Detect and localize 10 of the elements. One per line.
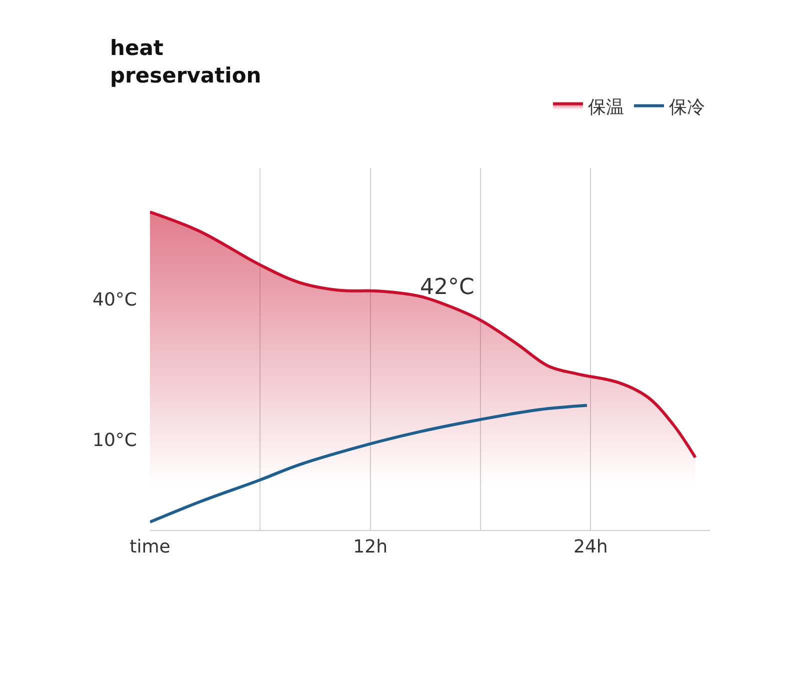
x-tick-label: time bbox=[130, 536, 170, 558]
x-tick-label: 12h bbox=[353, 536, 388, 558]
legend-label: 保温 bbox=[588, 96, 624, 118]
legend-label: 保冷 bbox=[669, 96, 705, 118]
y-tick-label: 10°C bbox=[92, 430, 137, 451]
chart-title: heat preservation bbox=[110, 36, 262, 88]
y-tick-label: 40°C bbox=[92, 289, 137, 310]
x-tick-label: 24h bbox=[574, 536, 608, 558]
line-series bbox=[150, 404, 588, 524]
annotation: 42°C bbox=[420, 275, 474, 300]
